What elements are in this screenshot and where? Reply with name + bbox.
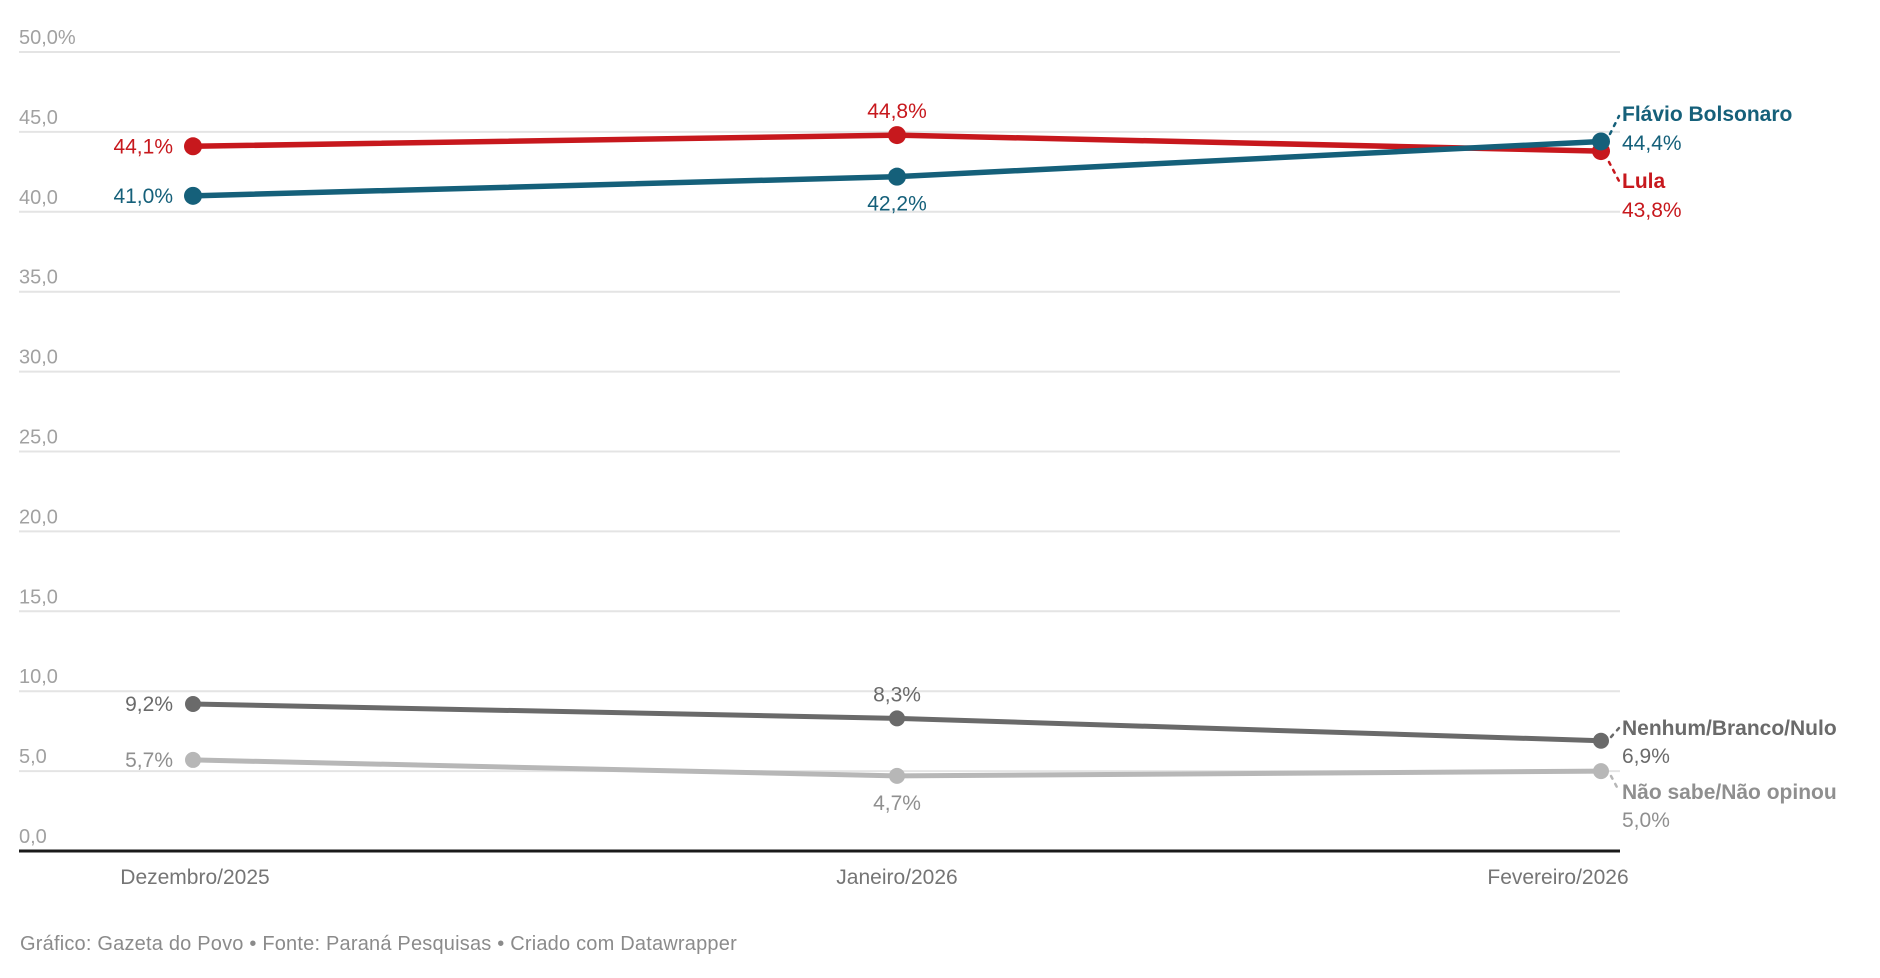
y-tick-label: 30,0 bbox=[19, 347, 58, 369]
value-label-naosabe-1: 4,7% bbox=[873, 792, 921, 815]
data-point-flavio-0 bbox=[184, 186, 202, 205]
data-point-nenhum-2 bbox=[1593, 732, 1609, 749]
legend-name-nenhum: Nenhum/Branco/Nulo bbox=[1622, 717, 1837, 740]
data-point-naosabe-1 bbox=[889, 767, 905, 784]
value-label-lula-1: 44,8% bbox=[867, 100, 927, 123]
y-tick-label: 10,0 bbox=[19, 666, 58, 688]
data-point-flavio-2 bbox=[1592, 132, 1610, 151]
y-tick-label: 15,0 bbox=[19, 586, 58, 608]
data-point-lula-0 bbox=[184, 137, 202, 156]
y-tick-label: 0,0 bbox=[19, 826, 47, 848]
data-point-nenhum-1 bbox=[889, 710, 905, 727]
data-point-naosabe-2 bbox=[1593, 763, 1609, 780]
value-label-lula-0: 44,1% bbox=[113, 135, 173, 158]
y-tick-label: 35,0 bbox=[19, 267, 58, 289]
value-label-flavio-1: 42,2% bbox=[867, 193, 927, 216]
data-point-naosabe-0 bbox=[185, 751, 201, 768]
y-tick-label: 45,0 bbox=[19, 107, 58, 129]
y-tick-label: 40,0 bbox=[19, 187, 58, 209]
legend-value-lula: 43,8% bbox=[1622, 199, 1682, 222]
legend-value-nenhum: 6,9% bbox=[1622, 745, 1670, 768]
chart-attribution-footer: Gráfico: Gazeta do Povo • Fonte: Paraná … bbox=[20, 933, 737, 955]
legend-connector-flavio bbox=[1608, 114, 1621, 136]
legend-name-lula: Lula bbox=[1622, 170, 1665, 193]
data-point-lula-1 bbox=[888, 126, 906, 145]
value-label-flavio-0: 41,0% bbox=[113, 185, 173, 208]
legend-connector-lula bbox=[1607, 160, 1621, 183]
value-label-nenhum-1: 8,3% bbox=[873, 683, 921, 706]
data-point-nenhum-0 bbox=[185, 695, 201, 712]
legend-value-flavio: 44,4% bbox=[1622, 132, 1682, 155]
y-tick-label: 50,0% bbox=[19, 27, 76, 49]
x-tick-label: Dezembro/2025 bbox=[120, 866, 269, 889]
legend-connector-nenhum bbox=[1609, 726, 1621, 739]
value-label-naosabe-0: 5,7% bbox=[125, 749, 173, 772]
value-label-nenhum-0: 9,2% bbox=[125, 693, 173, 716]
y-tick-label: 25,0 bbox=[19, 427, 58, 449]
legend-name-naosabe: Não sabe/Não opinou bbox=[1622, 781, 1837, 804]
legend-connector-naosabe bbox=[1609, 774, 1621, 793]
legend-name-flavio: Flávio Bolsonaro bbox=[1622, 103, 1792, 126]
y-tick-label: 5,0 bbox=[19, 746, 47, 768]
y-tick-label: 20,0 bbox=[19, 506, 58, 528]
legend-value-naosabe: 5,0% bbox=[1622, 809, 1670, 832]
x-tick-label: Janeiro/2026 bbox=[836, 866, 957, 889]
x-tick-label: Fevereiro/2026 bbox=[1487, 866, 1628, 889]
data-point-flavio-1 bbox=[888, 167, 906, 186]
poll-line-chart: 0,0 5,0 10,0 15,0 20,0 25,0 30,0 35,0 40,0 45,0 50… bbox=[19, 27, 1837, 889]
